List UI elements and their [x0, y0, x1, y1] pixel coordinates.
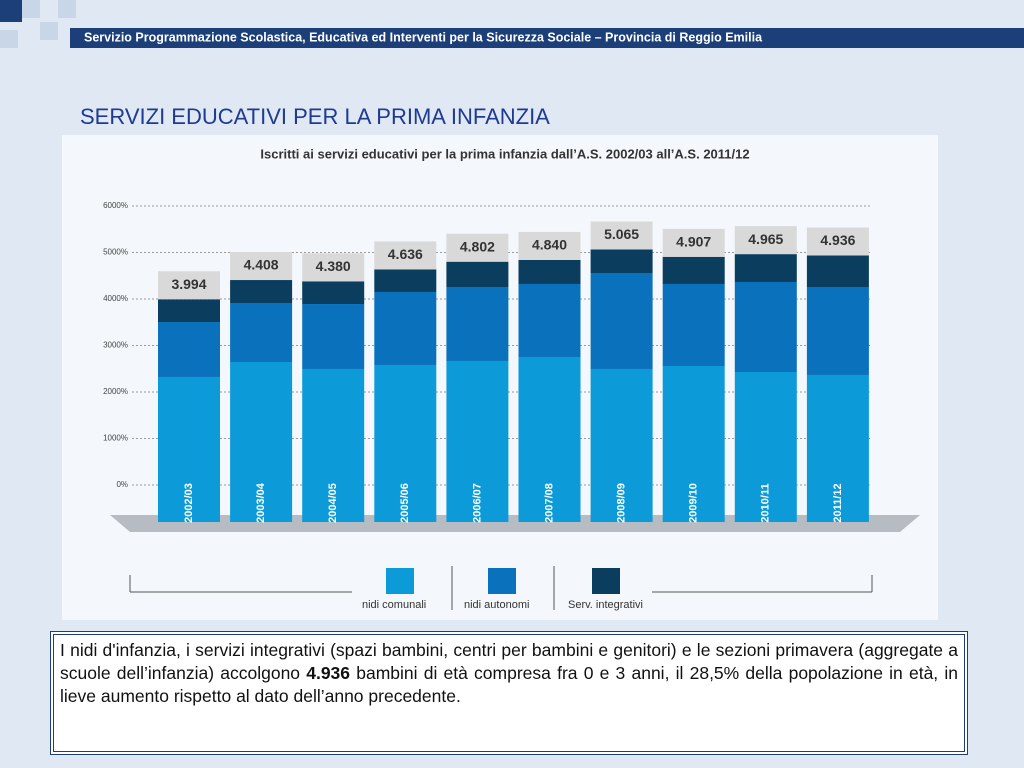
bar-segment [446, 287, 509, 361]
bar-segment [590, 249, 653, 274]
category-strip [590, 485, 653, 522]
bar-segment [806, 287, 869, 375]
bar-segment [158, 322, 220, 377]
category-strip [806, 485, 869, 522]
text-bold: 4.936 [306, 663, 351, 683]
bar-segment [374, 291, 437, 365]
bar-segment [302, 368, 365, 485]
category-strip [518, 485, 581, 522]
bar-segment [590, 273, 653, 369]
chart-title: Iscritti ai servizi educativi per la pri… [260, 146, 749, 161]
total-label-box [518, 231, 581, 260]
total-label-box [590, 221, 653, 250]
text: I nidi d'infanzia, i servizi integrativi… [60, 640, 958, 683]
y-tick-label: 4000% [103, 294, 128, 303]
bar-segment [662, 366, 725, 485]
legend-label: nidi comunali [362, 599, 426, 611]
legend-swatch [488, 568, 516, 594]
x-tick-label: 2005/06 [399, 483, 411, 523]
legend-swatch [386, 568, 414, 594]
bar-segment [230, 302, 293, 363]
category-strip [302, 485, 365, 522]
bar-segment [662, 283, 725, 367]
legend-label: Serv. integrativi [568, 599, 643, 611]
bar-segment [734, 254, 797, 282]
bar-segment [734, 281, 797, 373]
bar-segment [518, 356, 581, 485]
category-strip [230, 485, 293, 522]
bar-segment [374, 269, 437, 292]
bar-segment [806, 255, 869, 288]
x-tick-label: 2009/10 [688, 483, 700, 523]
bar-segment [518, 259, 581, 284]
x-tick-label: 2010/11 [760, 483, 772, 522]
y-tick-label: 1000% [103, 434, 128, 443]
x-tick-label: 2008/09 [616, 483, 628, 523]
header-text: Servizio Programmazione Scolastica, Educ… [84, 30, 763, 44]
decor-square [40, 22, 58, 40]
decor-square [0, 30, 18, 48]
total-label: 3.994 [171, 276, 206, 292]
header-bar [70, 28, 1024, 48]
x-tick-label: 2004/05 [327, 483, 339, 523]
y-tick-label: 2000% [103, 387, 128, 396]
total-label: 4.408 [244, 257, 279, 273]
total-label: 4.965 [748, 231, 783, 247]
total-label-box [806, 227, 869, 256]
x-tick-label: 2006/07 [471, 483, 483, 523]
decor-square [58, 0, 76, 18]
bar-segment [302, 304, 365, 369]
total-label-box [662, 228, 725, 257]
bar-segment [302, 281, 365, 305]
category-strip [734, 485, 797, 522]
bar-segment [230, 280, 293, 303]
y-tick-label: 0% [116, 480, 128, 489]
total-label-box [302, 253, 365, 282]
decor-square [0, 0, 22, 22]
bar-segment [518, 283, 581, 357]
total-label-box [158, 271, 220, 300]
total-label-box [446, 233, 509, 262]
decor-square [22, 0, 40, 18]
category-strip [446, 485, 509, 522]
bar-segment [230, 362, 293, 485]
text-box: I nidi d'infanzia, i servizi integrativi… [50, 631, 968, 755]
y-tick-label: 6000% [103, 201, 128, 210]
y-tick-label: 5000% [103, 248, 128, 257]
x-tick-label: 2002/03 [183, 483, 195, 523]
x-tick-label: 2011/12 [832, 483, 844, 522]
bar-segment [158, 376, 220, 485]
bar-segment [662, 256, 725, 284]
total-label: 4.380 [316, 258, 351, 274]
y-tick-label: 3000% [103, 341, 128, 350]
total-label: 5.065 [604, 226, 639, 242]
total-label: 4.936 [820, 232, 855, 248]
bar-segment [806, 374, 869, 485]
legend-frame [129, 566, 873, 610]
total-label-box [230, 252, 293, 281]
category-strip [662, 485, 725, 522]
total-label: 4.907 [676, 234, 711, 250]
bar-segment [374, 364, 437, 485]
x-tick-label: 2007/08 [543, 483, 555, 523]
category-strip [374, 485, 437, 522]
total-label-box [374, 241, 437, 270]
total-label-box [734, 226, 797, 255]
legend-label: nidi autonomi [464, 599, 529, 611]
category-strip [158, 485, 220, 522]
bar-segment [734, 372, 797, 485]
total-label: 4.840 [532, 237, 567, 253]
text: bambini di età compresa fra 0 e 3 anni, … [60, 663, 958, 706]
legend-swatch [592, 568, 620, 594]
x-tick-label: 2003/04 [255, 482, 267, 523]
bar-segment [446, 360, 509, 485]
total-label: 4.802 [460, 238, 495, 254]
total-label: 4.636 [388, 246, 423, 262]
bar-segment [590, 368, 653, 485]
bar-segment [158, 299, 220, 323]
bar-segment [446, 261, 509, 288]
slide-title: SERVIZI EDUCATIVI PER LA PRIMA INFANZIA [80, 104, 550, 129]
